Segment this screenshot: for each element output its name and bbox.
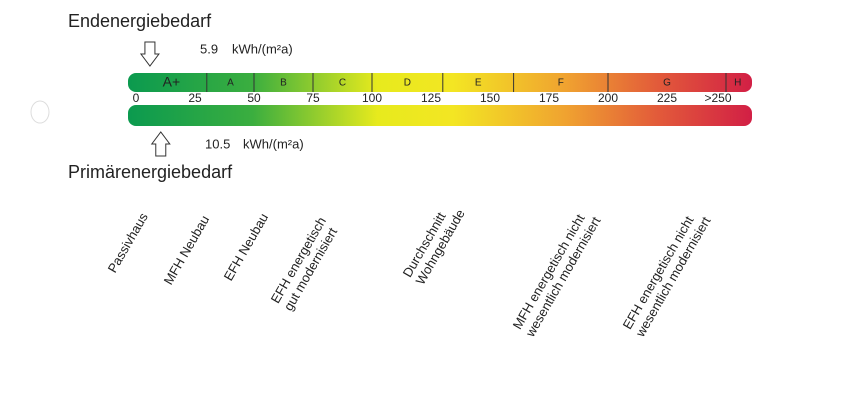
reference-line: MFH Neubau <box>161 213 213 287</box>
class-label: A <box>227 78 234 89</box>
class-label: B <box>280 78 287 89</box>
tick-label: 75 <box>306 91 320 105</box>
reference-label: EFH Neubau <box>221 211 272 284</box>
reference-label: MFH Neubau <box>161 213 213 287</box>
final-energy-unit: kWh/(m²a) <box>232 41 293 56</box>
value-arrow <box>150 131 171 157</box>
reference-label: Passivhaus <box>105 210 151 276</box>
reference-line: EFH Neubau <box>221 211 272 284</box>
punch-hole <box>30 100 50 124</box>
tick-label: >250 <box>704 91 731 105</box>
primary-energy-value: 10.5 <box>205 136 230 151</box>
value-arrow <box>139 41 160 67</box>
final-energy-title: Endenergiebedarf <box>68 11 212 31</box>
final-energy-bar <box>128 73 752 92</box>
primary-energy-bar <box>128 105 752 126</box>
class-label: C <box>339 78 346 89</box>
class-label: H <box>734 78 741 89</box>
class-label: E <box>475 78 482 89</box>
class-label: G <box>663 78 671 89</box>
tick-label: 175 <box>539 91 559 105</box>
tick-label: 225 <box>657 91 677 105</box>
class-label: F <box>558 78 564 89</box>
tick-label: 125 <box>421 91 441 105</box>
class-label: D <box>404 78 411 89</box>
tick-label: 25 <box>188 91 202 105</box>
primary-energy-title: Primärenergiebedarf <box>68 162 233 182</box>
reference-line: Passivhaus <box>105 210 151 276</box>
tick-label: 0 <box>133 91 140 105</box>
tick-label: 200 <box>598 91 618 105</box>
final-energy-value: 5.9 <box>200 41 218 56</box>
tick-label: 50 <box>247 91 261 105</box>
class-label: A+ <box>163 74 181 90</box>
tick-label: 150 <box>480 91 500 105</box>
primary-energy-unit: kWh/(m²a) <box>243 136 304 151</box>
tick-label: 100 <box>362 91 382 105</box>
